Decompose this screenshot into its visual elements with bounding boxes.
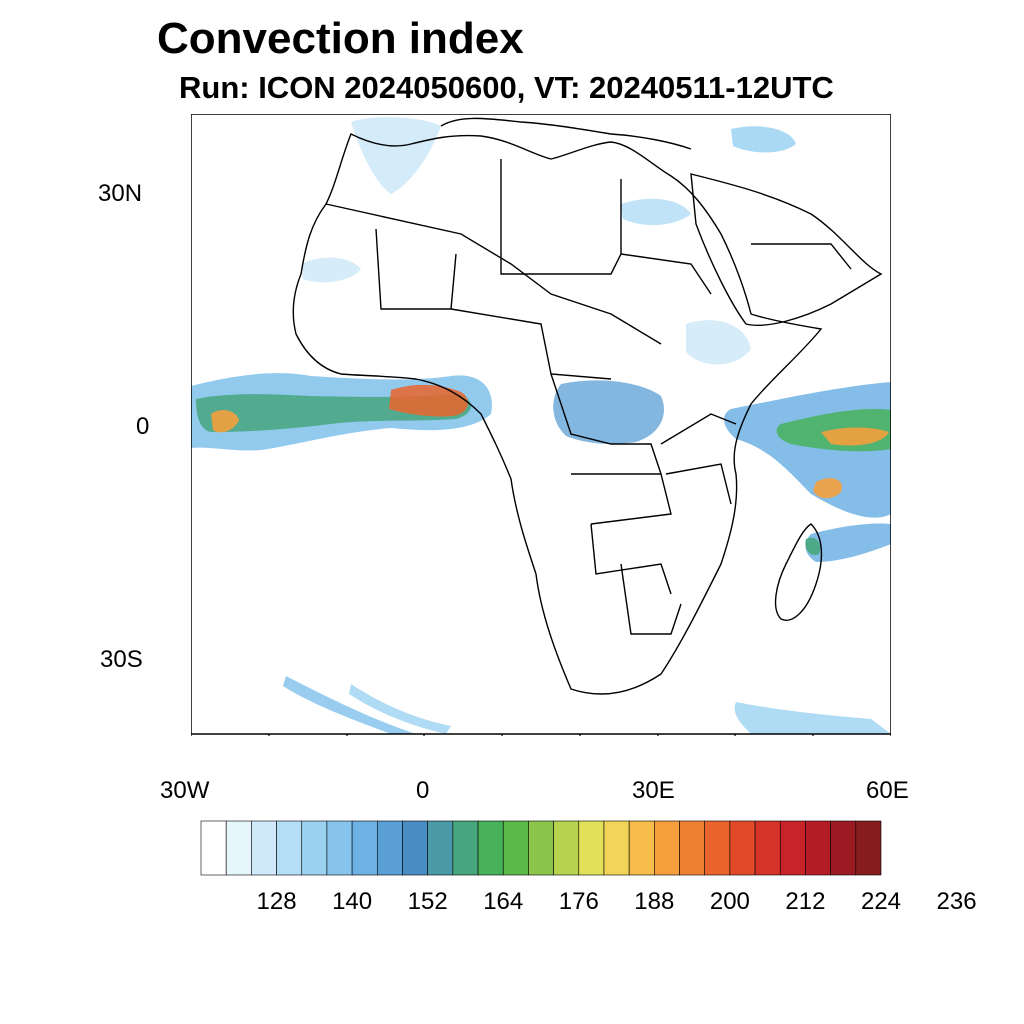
ne-patch: [731, 126, 796, 153]
chart-subtitle: Run: ICON 2024050600, VT: 20240511-12UTC: [179, 70, 834, 105]
south-atlantic-streak: [283, 676, 416, 734]
map-panel: [191, 114, 891, 736]
lon-label-0: 0: [416, 777, 430, 804]
convection-field: [191, 117, 891, 734]
colorbar-tick-label: 140: [332, 888, 373, 915]
colorbar-tick-label: 212: [785, 888, 826, 915]
colorbar-swatch: [528, 820, 554, 876]
colorbar-swatch: [754, 820, 781, 876]
lon-label-30e: 30E: [632, 777, 675, 804]
colorbar-swatch: [301, 820, 328, 876]
colorbar-swatch: [326, 820, 353, 876]
colorbar-swatch: [502, 820, 529, 876]
colorbar-tick-label: 236: [936, 888, 977, 915]
east-storm: [813, 478, 842, 499]
colorbar-tick-label: 200: [709, 888, 750, 915]
indian-ocean-hot: [821, 427, 889, 446]
mediterranean-convection: [351, 117, 441, 194]
arabia-patch: [621, 198, 691, 226]
map-frame: [191, 114, 891, 735]
sahara-patches: [301, 257, 361, 283]
colorbar-swatch: [251, 820, 277, 876]
colorbar-swatch: [351, 820, 378, 876]
colorbar-swatch: [805, 820, 831, 876]
colorbar-tick-label: 128: [256, 888, 297, 915]
lon-label-30w: 30W: [160, 777, 210, 804]
colorbar-swatch: [452, 820, 479, 876]
colorbar-swatch: [704, 820, 731, 876]
colorbar-swatch: [402, 820, 428, 876]
lat-label-30n: 30N: [98, 180, 143, 207]
madagascar-convection: [805, 523, 891, 562]
colorbar-tick-label: 152: [407, 888, 448, 915]
colorbar-swatch: [578, 820, 605, 876]
chart-title: Convection index: [157, 14, 524, 63]
colorbar-swatch: [553, 820, 580, 876]
colorbar-swatch: [427, 820, 454, 876]
south-atlantic-streak-2: [349, 684, 451, 734]
colorbar-tick-label: 176: [558, 888, 599, 915]
colorbar-tick-label: 164: [483, 888, 524, 915]
coastlines: [292, 117, 883, 695]
colorbar-swatch: [276, 820, 303, 876]
central-africa-convection: [553, 380, 664, 444]
colorbar-swatch: [628, 820, 655, 876]
colorbar-tick-label: 224: [860, 888, 902, 915]
colorbar-swatch: [729, 820, 756, 876]
colorbar-swatch: [679, 820, 706, 876]
lon-label-60e: 60E: [866, 777, 909, 804]
colorbar-swatch: [779, 820, 806, 876]
itcz-core-hot: [389, 384, 468, 417]
colorbar-swatch: [654, 820, 680, 876]
colorbar-swatch: [376, 820, 403, 876]
colorbar-swatch: [200, 820, 227, 876]
lat-label-0: 0: [136, 413, 150, 440]
lat-label-30s: 30S: [100, 646, 143, 673]
colorbar-swatch: [603, 820, 630, 876]
axis-ticks: [191, 734, 891, 736]
itcz-core-yellow: [211, 410, 239, 433]
ethiopia-patch: [686, 320, 751, 365]
colorbar: [200, 820, 882, 876]
colorbar-tick-label: 188: [634, 888, 675, 915]
south-indian-streak: [734, 702, 891, 734]
colorbar-swatch: [855, 820, 882, 876]
colorbar-swatch: [225, 820, 252, 876]
colorbar-swatch: [830, 820, 857, 876]
colorbar-swatch: [477, 820, 504, 876]
madagascar-core: [805, 537, 821, 556]
